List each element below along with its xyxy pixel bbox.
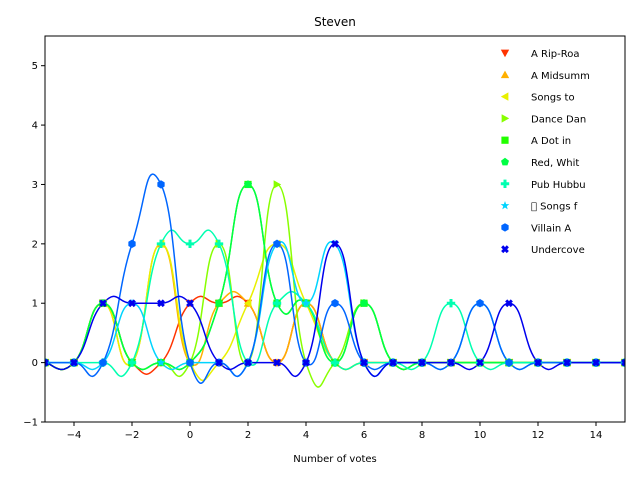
legend-marker bbox=[501, 136, 509, 144]
legend-marker bbox=[500, 92, 509, 101]
x-tick-label: 8 bbox=[419, 430, 425, 441]
data-point bbox=[99, 299, 107, 308]
y-tick-label: 0 bbox=[32, 358, 38, 369]
x-tick-label: 6 bbox=[361, 430, 367, 441]
data-point bbox=[447, 358, 455, 367]
data-point bbox=[127, 358, 137, 367]
x-tick-label: −4 bbox=[67, 430, 82, 441]
x-tick-label: 2 bbox=[245, 430, 251, 441]
legend-label: Pub Hubbu bbox=[531, 180, 586, 191]
legend-label:   Songs f bbox=[531, 202, 578, 213]
data-point bbox=[592, 358, 600, 367]
x-axis-ticks: −4 −2 0 2 4 6 8 10 12 14 bbox=[67, 422, 603, 441]
data-point bbox=[273, 239, 281, 249]
data-point bbox=[185, 239, 195, 249]
y-tick-label: 5 bbox=[32, 61, 38, 72]
data-point bbox=[243, 299, 252, 308]
y-tick-label: 1 bbox=[32, 299, 38, 310]
data-point bbox=[244, 358, 252, 367]
data-point bbox=[215, 299, 223, 307]
data-point bbox=[272, 299, 282, 308]
y-tick-label: −1 bbox=[23, 418, 38, 429]
data-point bbox=[446, 299, 456, 308]
data-point bbox=[214, 239, 224, 249]
data-point bbox=[156, 358, 166, 367]
data-point bbox=[70, 358, 78, 367]
legend-marker bbox=[501, 245, 509, 254]
data-point bbox=[360, 299, 368, 307]
x-tick-label: 14 bbox=[590, 430, 603, 441]
legend-marker bbox=[501, 114, 510, 123]
legend-label: Villain A bbox=[531, 223, 571, 234]
data-point bbox=[389, 358, 397, 367]
y-tick-label: 3 bbox=[32, 180, 38, 191]
data-point bbox=[186, 299, 194, 308]
data-point bbox=[476, 358, 484, 367]
legend-marker bbox=[501, 223, 509, 232]
x-tick-label: −2 bbox=[125, 430, 140, 441]
data-point bbox=[186, 358, 194, 367]
data-point bbox=[273, 358, 281, 367]
data-point bbox=[505, 299, 513, 308]
data-point bbox=[331, 299, 339, 308]
data-point bbox=[534, 358, 542, 367]
legend-label: A Dot in bbox=[531, 136, 571, 147]
legend-marker bbox=[500, 200, 510, 210]
legend: A Rip-Roa A Midsumm Songs to Dance Dan A Dot… bbox=[500, 49, 590, 256]
data-point bbox=[273, 180, 282, 189]
series-line bbox=[45, 229, 625, 378]
legend-label: Dance Dan bbox=[531, 114, 586, 125]
y-tick-label: 4 bbox=[32, 121, 38, 132]
data-point bbox=[128, 299, 136, 308]
legend-marker bbox=[500, 49, 510, 58]
data-point bbox=[45, 358, 49, 367]
chart-title: Steven bbox=[314, 15, 356, 29]
plot-frame bbox=[44, 35, 626, 423]
data-point bbox=[330, 358, 340, 367]
data-point bbox=[563, 358, 571, 367]
data-point bbox=[244, 180, 252, 188]
x-tick-label: 12 bbox=[532, 430, 545, 441]
legend-label: Songs to bbox=[531, 93, 575, 104]
data-point bbox=[301, 298, 311, 307]
legend-label: A Midsumm bbox=[531, 71, 590, 82]
y-tick-label: 2 bbox=[32, 239, 38, 250]
legend-label: Undercove bbox=[531, 245, 585, 256]
data-point bbox=[215, 358, 223, 367]
data-point bbox=[302, 358, 310, 367]
y-axis-ticks: −1 0 1 2 3 4 5 bbox=[23, 61, 45, 429]
data-point bbox=[360, 358, 368, 367]
x-tick-label: 10 bbox=[474, 430, 487, 441]
data-point bbox=[157, 180, 165, 189]
legend-marker bbox=[501, 157, 509, 166]
legend-marker bbox=[500, 70, 510, 79]
data-point bbox=[476, 299, 484, 308]
data-point bbox=[156, 239, 166, 249]
data-point bbox=[128, 239, 136, 249]
x-tick-label: 0 bbox=[187, 430, 193, 441]
data-point bbox=[99, 358, 107, 367]
data-point bbox=[331, 239, 339, 248]
data-point bbox=[621, 358, 625, 367]
legend-marker bbox=[500, 179, 510, 188]
legend-label: Red, Whit bbox=[531, 158, 579, 169]
data-point bbox=[157, 299, 165, 308]
data-point bbox=[418, 358, 426, 367]
x-tick-label: 4 bbox=[303, 430, 309, 441]
legend-label: A Rip-Roa bbox=[531, 49, 579, 60]
plot-markers bbox=[45, 180, 625, 367]
x-axis-label: Number of votes bbox=[293, 454, 377, 465]
data-point bbox=[505, 358, 513, 367]
